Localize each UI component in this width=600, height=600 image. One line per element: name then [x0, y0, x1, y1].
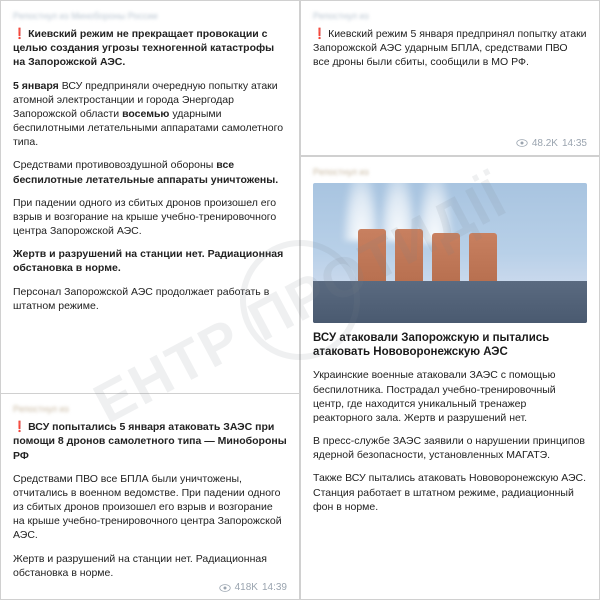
bold-text: 5 января: [13, 80, 59, 92]
bold-text: восемью: [122, 108, 169, 120]
post-meta: 418K 14:39: [219, 582, 287, 593]
post-image: [313, 183, 587, 323]
eye-icon: [516, 139, 528, 147]
post-time: 14:39: [262, 582, 287, 593]
cooling-tower: [395, 229, 423, 281]
post-source: Рeпостнул из Минобороны России: [13, 11, 287, 21]
lead-text: Киевский режим не прекращает провокации …: [13, 28, 274, 68]
cooling-tower: [358, 229, 386, 281]
post-bottom-right: Рeпостнул из ВСУ атаковали Запорожскую и…: [300, 156, 600, 600]
post-source: Рeпостнул из: [13, 404, 287, 414]
post-paragraph: Украинские военные атаковали ЗАЭС с помо…: [313, 368, 587, 425]
post-time: 14:35: [562, 138, 587, 149]
post-paragraph: ❗ВСУ попытались 5 января атаковать ЗАЭС …: [13, 420, 287, 463]
post-paragraph: При падении одного из сбитых дронов прои…: [13, 196, 287, 239]
eye-icon: [219, 584, 231, 592]
post-paragraph: В пресс-службе ЗАЭС заявили о нарушении …: [313, 434, 587, 462]
exclamation-icon: ❗: [13, 421, 26, 433]
cooling-tower: [469, 233, 497, 281]
post-paragraph: ❗Киевский режим 5 января предпринял попы…: [313, 27, 587, 70]
buildings: [313, 281, 587, 323]
post-paragraph: Средствами противовоздушной обороны все …: [13, 158, 287, 186]
post-top-right: Рeпостнул из ❗Киевский режим 5 января пр…: [300, 0, 600, 156]
post-paragraph: ❗Киевский режим не прекращает провокации…: [13, 27, 287, 70]
view-count: 48.2K: [532, 138, 558, 149]
cooling-tower: [432, 233, 460, 281]
post-paragraph: Средствами ПВО все БПЛА были уничтожены,…: [13, 472, 287, 543]
post-paragraph: Также ВСУ пытались атаковать Нововоронеж…: [313, 471, 587, 514]
post-paragraph: 5 января ВСУ предприняли очередную попыт…: [13, 79, 287, 150]
post-source: Рeпостнул из: [313, 11, 587, 21]
post-paragraph: Жертв и разрушений на станции нет. Радиа…: [13, 247, 287, 275]
post-bottom-left: Рeпостнул из ❗ВСУ попытались 5 января ат…: [0, 393, 300, 600]
post-paragraph: Жертв и разрушений на станции нет. Радиа…: [13, 552, 287, 580]
exclamation-icon: ❗: [313, 28, 326, 40]
post-source: Рeпостнул из: [313, 167, 587, 177]
exclamation-icon: ❗: [13, 28, 26, 40]
post-meta: 48.2K 14:35: [516, 138, 587, 149]
post-headline: ВСУ атаковали Запорожскую и пытались ата…: [313, 331, 587, 361]
post-paragraph: Персонал Запорожской АЭС продолжает рабо…: [13, 285, 287, 313]
view-count: 418K: [235, 582, 258, 593]
